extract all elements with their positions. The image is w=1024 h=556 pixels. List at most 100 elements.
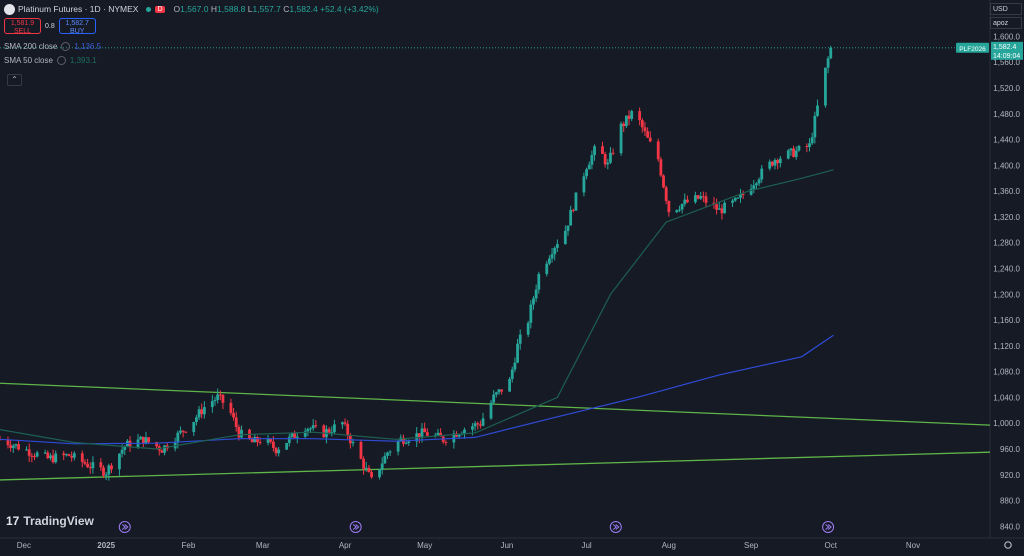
candle <box>516 343 519 363</box>
candle <box>805 145 809 147</box>
candle <box>221 394 225 403</box>
candle <box>680 203 684 210</box>
candle <box>274 447 278 454</box>
y-tick-label: 1,520.0 <box>993 84 1020 93</box>
candle <box>585 169 588 177</box>
candle <box>590 155 594 165</box>
candle <box>35 452 39 457</box>
candle <box>11 445 15 448</box>
x-tick-label: Mar <box>256 541 270 550</box>
candle <box>601 146 604 154</box>
candle <box>184 431 188 433</box>
market-open-dot-icon <box>146 6 152 12</box>
candle <box>510 369 514 379</box>
candle <box>627 115 631 119</box>
candle <box>49 455 52 459</box>
candle <box>14 444 18 446</box>
candle <box>181 430 185 432</box>
candle <box>755 183 758 186</box>
price-axis-panel <box>990 0 1024 556</box>
y-tick-label: 840.0 <box>1000 522 1021 531</box>
buy-button[interactable]: 1,582.7 BUY <box>58 18 96 35</box>
candle <box>773 159 777 166</box>
visibility-icon[interactable] <box>61 42 71 51</box>
candle <box>388 451 392 453</box>
y-tick-label: 1,280.0 <box>993 239 1020 248</box>
x-tick-label: Nov <box>906 541 920 550</box>
candle <box>603 153 607 165</box>
scale-selector[interactable]: apoz <box>990 17 1022 29</box>
trade-panel: 1,581.9 SELL 0.8 1,582.7 BUY <box>4 18 96 35</box>
candle <box>667 201 671 213</box>
candle <box>303 431 307 437</box>
candle <box>532 298 535 305</box>
y-tick-label: 1,560.0 <box>993 58 1020 67</box>
candle <box>258 442 262 444</box>
d-badge: D <box>155 5 165 13</box>
candle <box>160 450 164 453</box>
candle <box>494 392 498 395</box>
candle <box>322 425 326 438</box>
candle <box>463 429 466 434</box>
sma50-line <box>0 169 834 450</box>
candle <box>566 225 570 231</box>
x-tick-label: Jun <box>500 541 513 550</box>
candle <box>749 188 753 195</box>
candle <box>829 47 833 59</box>
x-tick-label: Oct <box>825 541 838 550</box>
candle <box>340 422 344 425</box>
visibility-icon[interactable] <box>56 56 66 65</box>
indicator-sma200[interactable]: SMA 200 close 1,136.5 <box>4 42 102 51</box>
candle <box>693 195 697 203</box>
candle <box>619 123 623 154</box>
y-tick-label: 1,480.0 <box>993 110 1020 119</box>
candle <box>704 196 708 203</box>
candle <box>17 444 20 450</box>
candle <box>640 120 644 128</box>
symbol-title[interactable]: Platinum Futures · 1D · NYMEX <box>18 4 139 14</box>
candle <box>425 432 429 436</box>
y-tick-label: 1,200.0 <box>993 290 1020 299</box>
collapse-indicators-button[interactable]: ⌃ <box>7 74 22 86</box>
candle <box>526 322 530 335</box>
candle <box>9 445 13 448</box>
currency-selector[interactable]: USD <box>990 3 1022 15</box>
candle <box>237 426 241 438</box>
x-tick-label: Feb <box>182 541 196 550</box>
countdown-label: 14:09:04 <box>993 53 1020 60</box>
candle <box>195 417 198 422</box>
candle <box>550 254 554 259</box>
chart-header: Platinum Futures · 1D · NYMEX D O1,567.0… <box>4 2 379 16</box>
y-tick-label: 1,440.0 <box>993 136 1020 145</box>
candle <box>513 362 517 370</box>
candle <box>120 449 124 454</box>
candle <box>794 150 798 157</box>
candle <box>609 152 612 163</box>
candle <box>128 440 132 448</box>
y-tick-label: 1,160.0 <box>993 316 1020 325</box>
candle <box>88 467 92 469</box>
candle <box>147 437 151 443</box>
candle <box>720 208 724 214</box>
candle <box>574 192 578 211</box>
y-tick-label: 1,320.0 <box>993 213 1020 222</box>
candle <box>351 441 355 444</box>
candle <box>240 429 243 438</box>
candle <box>359 441 363 459</box>
candle <box>396 441 400 452</box>
candle <box>54 453 58 463</box>
x-tick-label: Sep <box>744 541 759 550</box>
candle <box>760 168 764 180</box>
candle <box>311 425 315 429</box>
indicator-sma50[interactable]: SMA 50 close 1,393.1 <box>4 56 97 65</box>
x-tick-label: 2025 <box>97 541 115 550</box>
candle <box>330 432 334 434</box>
candle <box>739 194 742 198</box>
candle <box>555 244 559 248</box>
candle <box>563 230 567 245</box>
candle <box>346 423 350 436</box>
candle <box>757 179 761 184</box>
candle <box>364 467 368 469</box>
sell-button[interactable]: 1,581.9 SELL <box>4 18 41 35</box>
